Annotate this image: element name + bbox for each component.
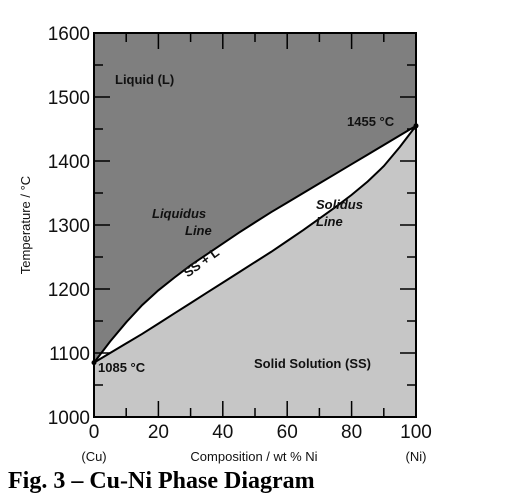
x-tick-label: 20 [148,422,169,443]
x-tick-label: 40 [212,422,233,443]
solid-solution-region [94,125,416,418]
x-tick-label: 80 [341,422,362,443]
liquidus-label-line1: Liquidus [152,206,206,221]
x-tick-label: 100 [400,422,432,443]
y-tick-label: 1300 [48,216,90,237]
solid-solution-region-label: Solid Solution (SS) [254,356,371,371]
cu-melting-point-label: 1085 °C [98,360,146,375]
x-axis-title: Composition / wt % Ni [190,449,317,464]
liquidus-label-line2: Line [185,223,212,238]
y-tick-label: 1600 [48,24,90,45]
y-tick-label: 1200 [48,280,90,301]
solidus-label-line2: Line [316,214,343,229]
x-tick-label: 60 [277,422,298,443]
axis-tick-labels: 0 20 40 60 80 100 1000 1100 1200 1300 1400 1500 1600 [48,24,432,443]
y-tick-label: 1400 [48,152,90,173]
x-axis-cu-label: (Cu) [81,449,106,464]
solidus-line [93,125,417,364]
y-tick-label: 1100 [49,344,90,365]
y-tick-label: 1500 [48,88,90,109]
axis-ticks [93,32,417,418]
solidus-label-line1: Solidus [316,197,363,212]
liquidus-line [93,124,417,364]
plot-frame [93,32,417,418]
liquid-region [94,33,416,363]
ni-melting-point-label: 1455 °C [347,114,395,129]
figure-caption: Fig. 3 – Cu-Ni Phase Diagram [8,468,315,494]
y-tick-label: 1000 [48,408,90,429]
liquid-region-label: Liquid (L) [115,72,174,87]
x-axis-ni-label: (Ni) [406,449,427,464]
x-tick-label: 0 [89,422,100,443]
y-axis-title: Temperature / °C [18,176,33,274]
two-phase-region [94,125,416,363]
